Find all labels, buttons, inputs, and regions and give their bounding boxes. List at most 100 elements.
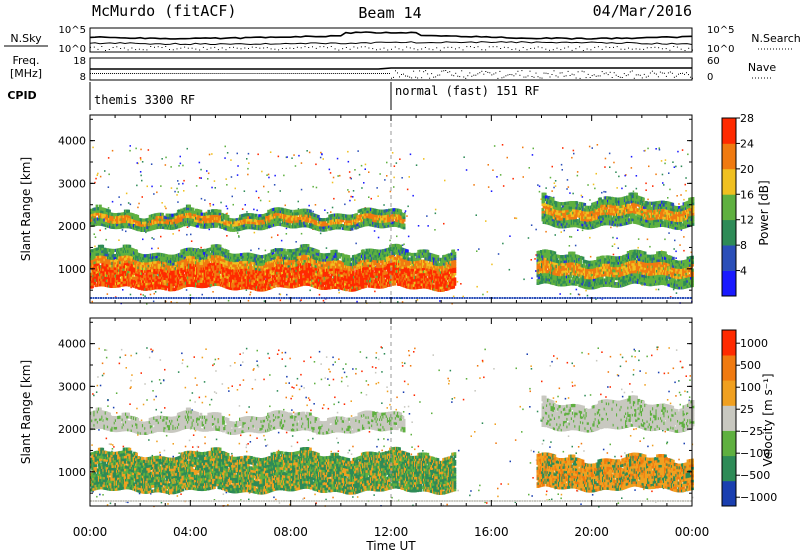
nave-dot <box>565 75 567 77</box>
speckle <box>361 187 363 189</box>
speckle <box>226 184 228 186</box>
echo-cell <box>267 271 270 275</box>
speckle <box>616 187 618 189</box>
nsearch-dot <box>628 47 629 49</box>
speckle <box>295 241 297 243</box>
nave-dot <box>332 73 334 74</box>
nave-dot <box>455 72 457 74</box>
echo-cell <box>226 275 230 279</box>
speckle <box>675 165 677 168</box>
echo-cell <box>294 276 298 281</box>
echo-cell <box>164 287 168 291</box>
echo-cell <box>260 275 264 279</box>
echo-cell <box>271 267 275 271</box>
nsearch-dot <box>263 47 265 49</box>
echo-cell <box>303 246 307 250</box>
speckle <box>502 185 505 187</box>
nave-dot <box>387 73 388 74</box>
echo-cell <box>217 282 221 287</box>
nave-dot <box>176 73 178 74</box>
echo-cell <box>120 281 124 285</box>
echo-cell <box>283 269 286 273</box>
echo-cell <box>358 271 362 275</box>
nave-dot <box>154 73 156 74</box>
nave-dot <box>270 73 272 74</box>
echo-cell <box>265 254 268 258</box>
nave-dot <box>190 73 192 74</box>
speckle <box>329 172 332 174</box>
echo-cell <box>296 266 300 270</box>
speckle <box>247 152 250 155</box>
freq-line <box>90 67 692 70</box>
nsearch-dot <box>206 48 208 50</box>
speckle <box>667 197 669 199</box>
echo-cell <box>297 273 301 277</box>
speckle <box>188 225 190 228</box>
speckle <box>220 201 222 204</box>
echo-cell <box>162 286 165 290</box>
nsearch-dot <box>436 47 438 49</box>
echo-cell <box>96 262 100 267</box>
speckle <box>571 156 573 159</box>
echo-cell <box>336 267 339 272</box>
echo-cell <box>410 255 414 259</box>
speckle <box>512 177 514 180</box>
speckle <box>679 244 681 246</box>
speckle <box>237 165 239 167</box>
nave-dot <box>130 73 132 74</box>
echo-cell <box>365 274 369 278</box>
echo-cell <box>371 248 374 252</box>
nave-dot <box>144 73 146 74</box>
speckle <box>534 258 536 260</box>
nave-dot <box>194 73 196 74</box>
speckle <box>684 183 686 186</box>
speckle <box>615 171 617 173</box>
echo-cell <box>366 253 370 257</box>
speckle <box>613 243 616 245</box>
speckle <box>581 229 584 232</box>
echo-cell <box>103 275 107 280</box>
nsearch-dot <box>673 46 675 47</box>
speckle <box>107 186 110 188</box>
echo-cell <box>313 251 317 255</box>
nave-dot <box>166 73 168 74</box>
echo-cell <box>363 277 366 281</box>
speckle <box>401 301 404 303</box>
echo-cell <box>315 262 319 266</box>
nave-dot <box>479 72 481 74</box>
speckle <box>253 231 256 234</box>
speckle <box>331 181 334 184</box>
echo-cell <box>209 252 213 256</box>
echo-cell <box>113 272 117 276</box>
echo-cell <box>148 282 152 286</box>
speckle <box>560 231 562 233</box>
echo-cell <box>312 281 316 285</box>
speckle <box>683 249 685 252</box>
nsearch-dot <box>654 46 656 48</box>
nave-dot <box>184 73 186 74</box>
speckle <box>595 172 597 175</box>
nave-dot <box>665 75 667 77</box>
nsearch-dot <box>387 49 389 51</box>
nsearch-dot <box>688 47 690 49</box>
nsearch-dot <box>646 47 648 49</box>
echo-cell <box>180 275 184 279</box>
nave-dot <box>545 72 547 74</box>
speckle <box>285 227 288 230</box>
nave-dot <box>643 73 645 75</box>
echo-cell <box>90 275 93 279</box>
speckle <box>570 236 573 238</box>
speckle <box>149 293 152 296</box>
speckle <box>368 171 370 173</box>
speckle <box>92 146 94 149</box>
nsearch-dot <box>97 48 99 50</box>
nsearch-dot <box>251 46 253 48</box>
speckle <box>347 150 349 153</box>
nave-dot <box>174 73 176 74</box>
nsearch-dot <box>330 46 332 47</box>
nave-dot <box>180 73 182 74</box>
speckle <box>309 289 311 292</box>
nave-dot <box>342 73 344 74</box>
speckle <box>575 288 578 291</box>
nave-dot <box>132 73 134 74</box>
